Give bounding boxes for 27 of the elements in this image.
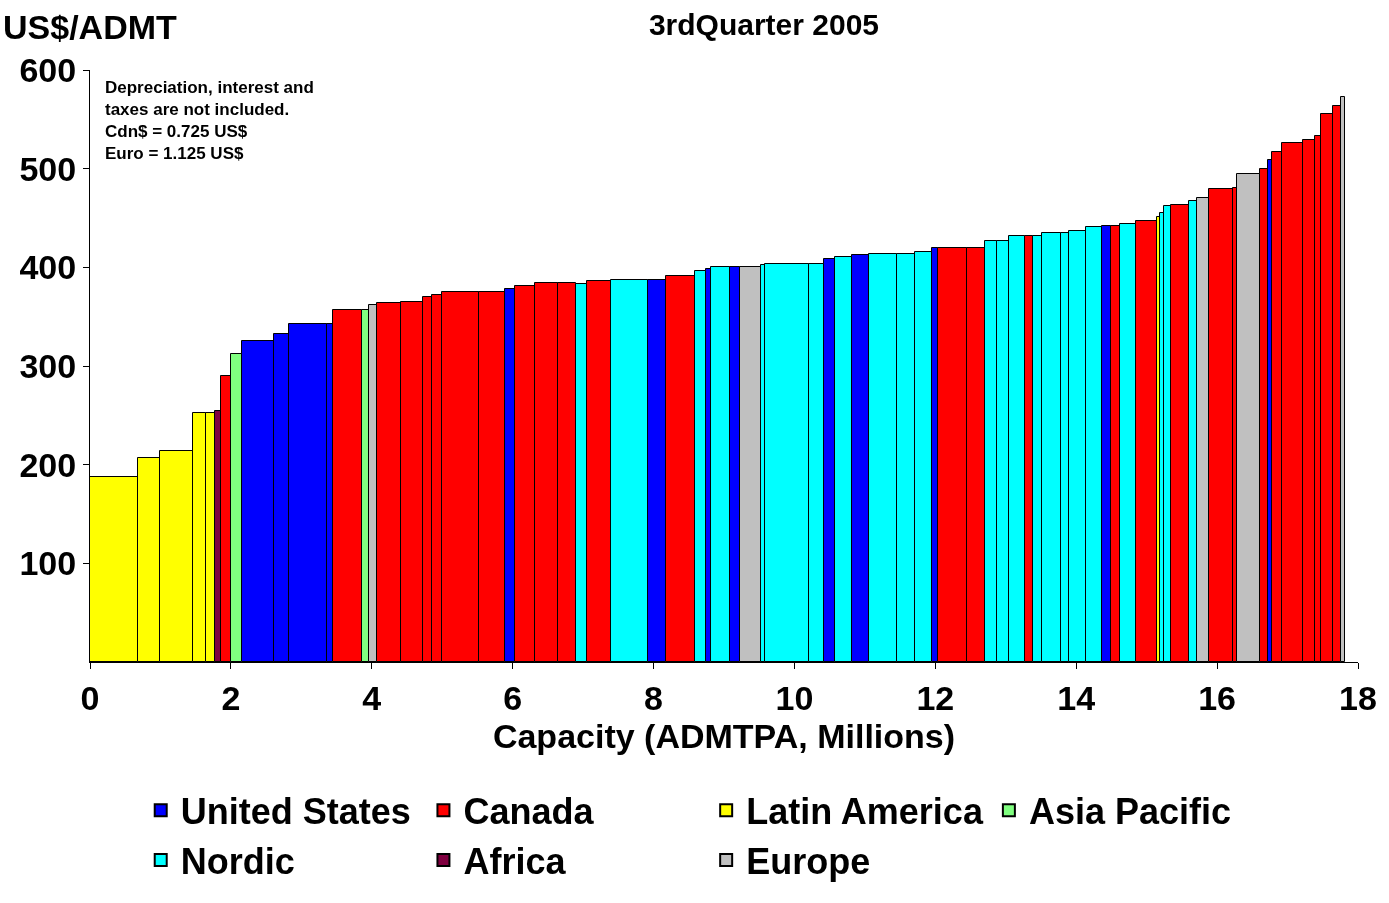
x-tick-label: 18 <box>1339 678 1377 717</box>
annotation: Depreciation, interest and taxes are not included. Cdn$ = 0.725 US$ Euro = 1.125 US$ <box>105 78 314 164</box>
x-tick-label: 12 <box>916 678 955 717</box>
x-tick-label: 14 <box>1057 678 1096 717</box>
legend-label: Canada <box>463 791 595 833</box>
y-tick-label: 400 <box>19 248 77 287</box>
legend-label: Asia Pacific <box>1028 791 1232 833</box>
x-tick-label: 6 <box>503 678 523 717</box>
legend-label: Africa <box>463 841 567 883</box>
y-tick-label: 600 <box>19 50 77 89</box>
y-tick-label: 500 <box>19 149 77 188</box>
legend-label: Nordic <box>180 841 295 883</box>
y-tick-label: 200 <box>19 445 77 484</box>
legend-label: Europe <box>746 841 871 883</box>
y-tick-label: 100 <box>19 544 77 583</box>
x-tick-label: 16 <box>1198 678 1237 717</box>
x-tick-label: 10 <box>775 678 814 717</box>
x-tick-label: 0 <box>80 678 100 717</box>
y-tick-label: 300 <box>19 346 77 385</box>
x-tick-label: 8 <box>644 678 664 717</box>
legend-label: United States <box>180 791 411 833</box>
x-tick-label: 2 <box>221 678 241 717</box>
x-axis-title: Capacity (ADMTPA, Millions) <box>492 717 956 756</box>
x-tick-label: 4 <box>362 678 382 717</box>
legend-label: Latin America <box>746 791 984 833</box>
y-axis-title: US$/ADMT <box>3 8 178 46</box>
chart-title: 3rdQuarter 2005 <box>648 7 880 41</box>
